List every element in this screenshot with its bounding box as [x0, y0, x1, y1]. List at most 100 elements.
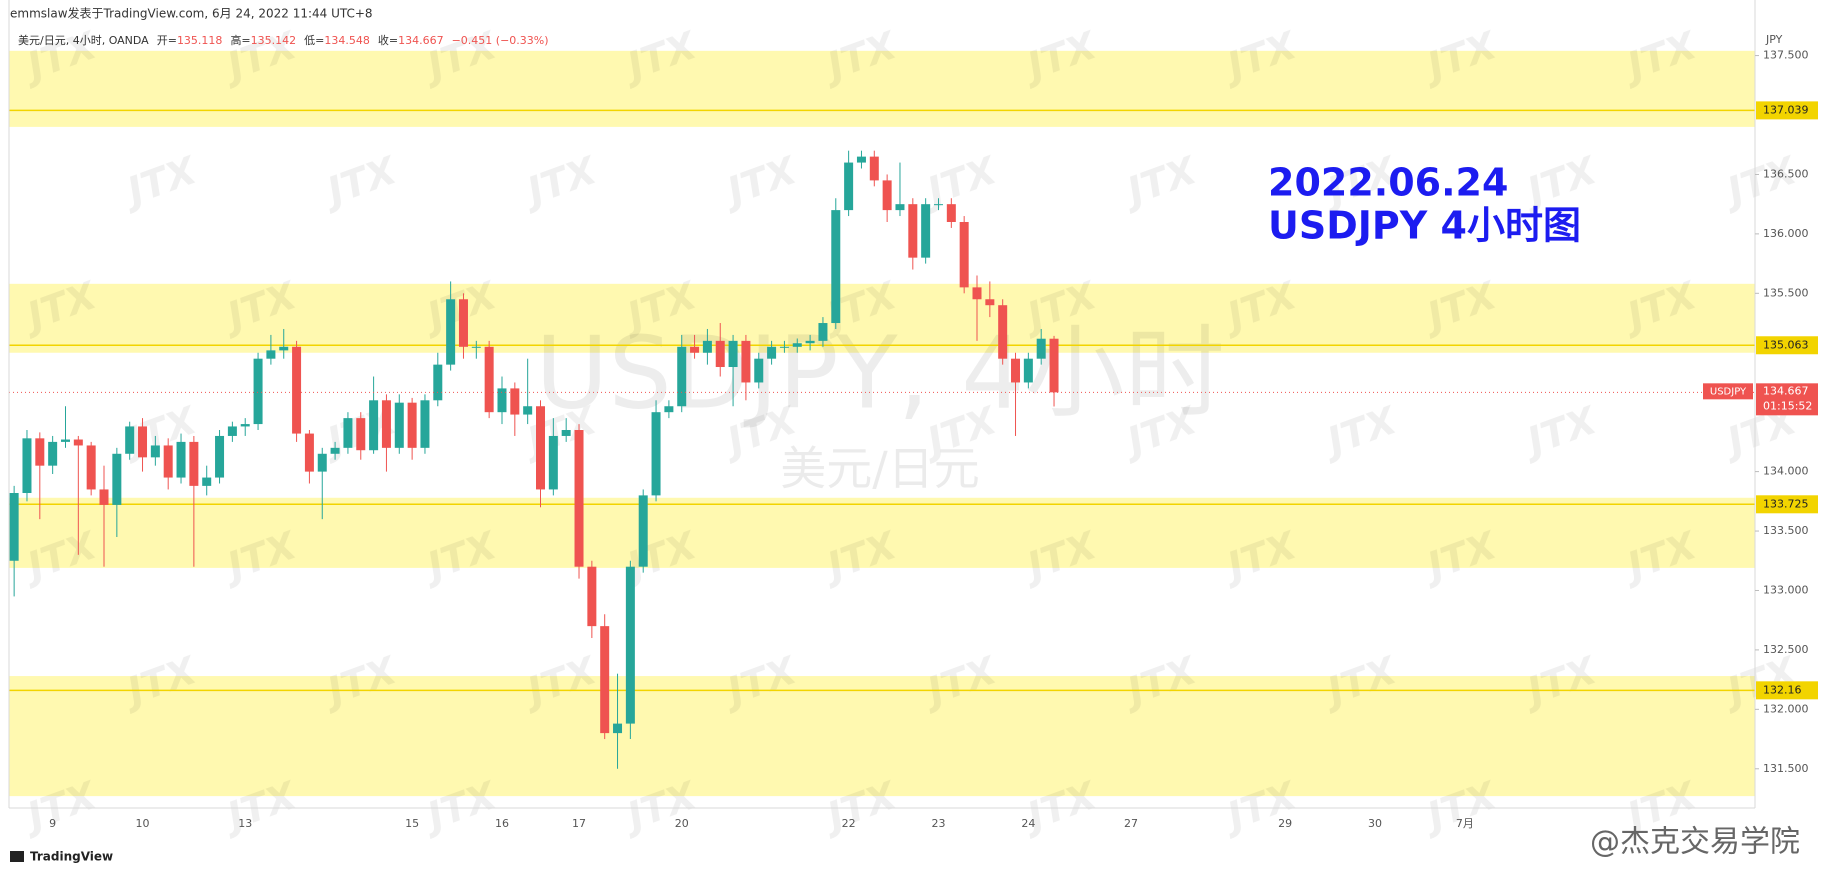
candle-body	[587, 566, 597, 627]
candle-body	[9, 493, 19, 561]
candle-body	[381, 400, 391, 448]
candle-body	[484, 346, 494, 413]
x-tick-label: 17	[572, 817, 586, 830]
candle-body	[35, 438, 45, 466]
y-tick-label: 132.000	[1763, 702, 1809, 715]
zone	[9, 283, 1755, 353]
candle-body	[625, 566, 635, 724]
candle-body	[433, 364, 443, 401]
candle-body	[754, 358, 764, 383]
brand: TradingView	[30, 850, 113, 864]
legend-part: 134.667	[398, 34, 444, 47]
candle-body	[407, 402, 417, 448]
y-tick-label: 134.000	[1763, 465, 1809, 478]
price-axis: 131.500 132.000 132.500 133.000 133.500 134.0…	[1703, 49, 1818, 775]
candle-body	[818, 323, 828, 341]
candle-body	[690, 346, 700, 353]
candle-body	[882, 180, 892, 211]
x-tick-label: 22	[842, 817, 856, 830]
header: emmslaw发表于TradingView.com, 6月 24, 2022 1…	[10, 6, 373, 21]
symbol-tag: USDJPY	[1710, 386, 1747, 397]
candle-body	[497, 388, 507, 413]
level-label: 133.725	[1763, 497, 1809, 510]
symbol-watermark: USDJPY, 4小时	[535, 314, 1225, 431]
x-tick-label: 24	[1021, 817, 1035, 830]
candle-body	[446, 299, 456, 365]
candle-body	[279, 346, 289, 351]
legend-part: 135.118	[177, 34, 223, 47]
x-tick-label: 9	[49, 817, 56, 830]
plot	[9, 109, 1755, 769]
level-label: 135.063	[1763, 338, 1809, 351]
candle-body	[908, 204, 918, 258]
symbol-tag-bg	[1703, 383, 1753, 400]
annotation-date: 2022.06.24	[1268, 161, 1508, 205]
candle-body	[869, 156, 879, 181]
candle-body	[150, 445, 160, 458]
candle-body	[1011, 358, 1021, 383]
legend-part: 高=	[230, 33, 250, 47]
level-tag	[1756, 681, 1818, 700]
y-tick-label: 132.500	[1763, 643, 1809, 656]
x-tick-label: 16	[495, 817, 509, 830]
candle-body	[1049, 338, 1059, 393]
candle-body	[548, 435, 558, 490]
level-tag	[1756, 101, 1818, 120]
legend: 美元/日元, 4小时, OANDA 开=135.118 高=135.142 低= 134…	[18, 33, 549, 47]
x-tick-label: 20	[675, 817, 689, 830]
candle-body	[600, 626, 610, 734]
axis-unit: JPY	[1765, 33, 1783, 46]
candle-body	[651, 412, 661, 496]
y-tick-label: 131.500	[1763, 762, 1809, 775]
candle-body	[356, 418, 366, 451]
candle-body	[138, 426, 148, 458]
candle-body	[702, 340, 712, 353]
zone	[9, 676, 1755, 797]
candle-body	[1023, 358, 1033, 383]
candle-body	[420, 400, 430, 448]
x-tick-label: 7月	[1456, 817, 1474, 830]
candle-body	[458, 299, 468, 347]
brand-logo	[10, 851, 24, 862]
level-tag	[1756, 495, 1818, 514]
level-tag	[1756, 336, 1818, 355]
candle-body	[536, 406, 546, 490]
x-tick-label: 27	[1124, 817, 1138, 830]
candle-body	[613, 723, 623, 734]
zones	[9, 50, 1755, 797]
candle-body	[779, 346, 789, 348]
x-tick-label: 29	[1278, 817, 1292, 830]
candle-body	[99, 489, 109, 505]
candle-body	[343, 418, 353, 448]
candle-body	[266, 350, 276, 359]
x-tick-label: 10	[136, 817, 150, 830]
candle-body	[933, 204, 943, 206]
y-tick-label: 137.500	[1763, 49, 1809, 62]
y-tick-label: 136.500	[1763, 167, 1809, 180]
y-tick-label: 136.000	[1763, 227, 1809, 240]
legend-part: 135.142	[251, 34, 297, 47]
candle-body	[125, 426, 135, 454]
candle-body	[664, 406, 674, 413]
candle-body	[728, 340, 738, 368]
zone	[9, 50, 1755, 127]
candle-body	[215, 435, 225, 478]
annotation-title: USDJPY 4小时图	[1268, 204, 1581, 248]
candle-body	[998, 305, 1008, 359]
candle-body	[394, 402, 404, 448]
legend-part: 收=	[378, 33, 398, 47]
legend-part: 开=	[157, 34, 177, 47]
legend-part: 美元/日元, 4小时, OANDA	[18, 34, 149, 47]
candle-body	[844, 162, 854, 211]
x-tick-label: 23	[931, 817, 945, 830]
candle-body	[60, 439, 70, 442]
candle-body	[574, 430, 584, 567]
candle-body	[856, 156, 866, 163]
candle-body	[972, 287, 982, 300]
legend-part: 低=	[304, 34, 324, 47]
zone	[9, 497, 1755, 568]
price-tag-bg	[1756, 383, 1818, 416]
candle-body	[1036, 338, 1046, 359]
candle-body	[471, 346, 481, 348]
